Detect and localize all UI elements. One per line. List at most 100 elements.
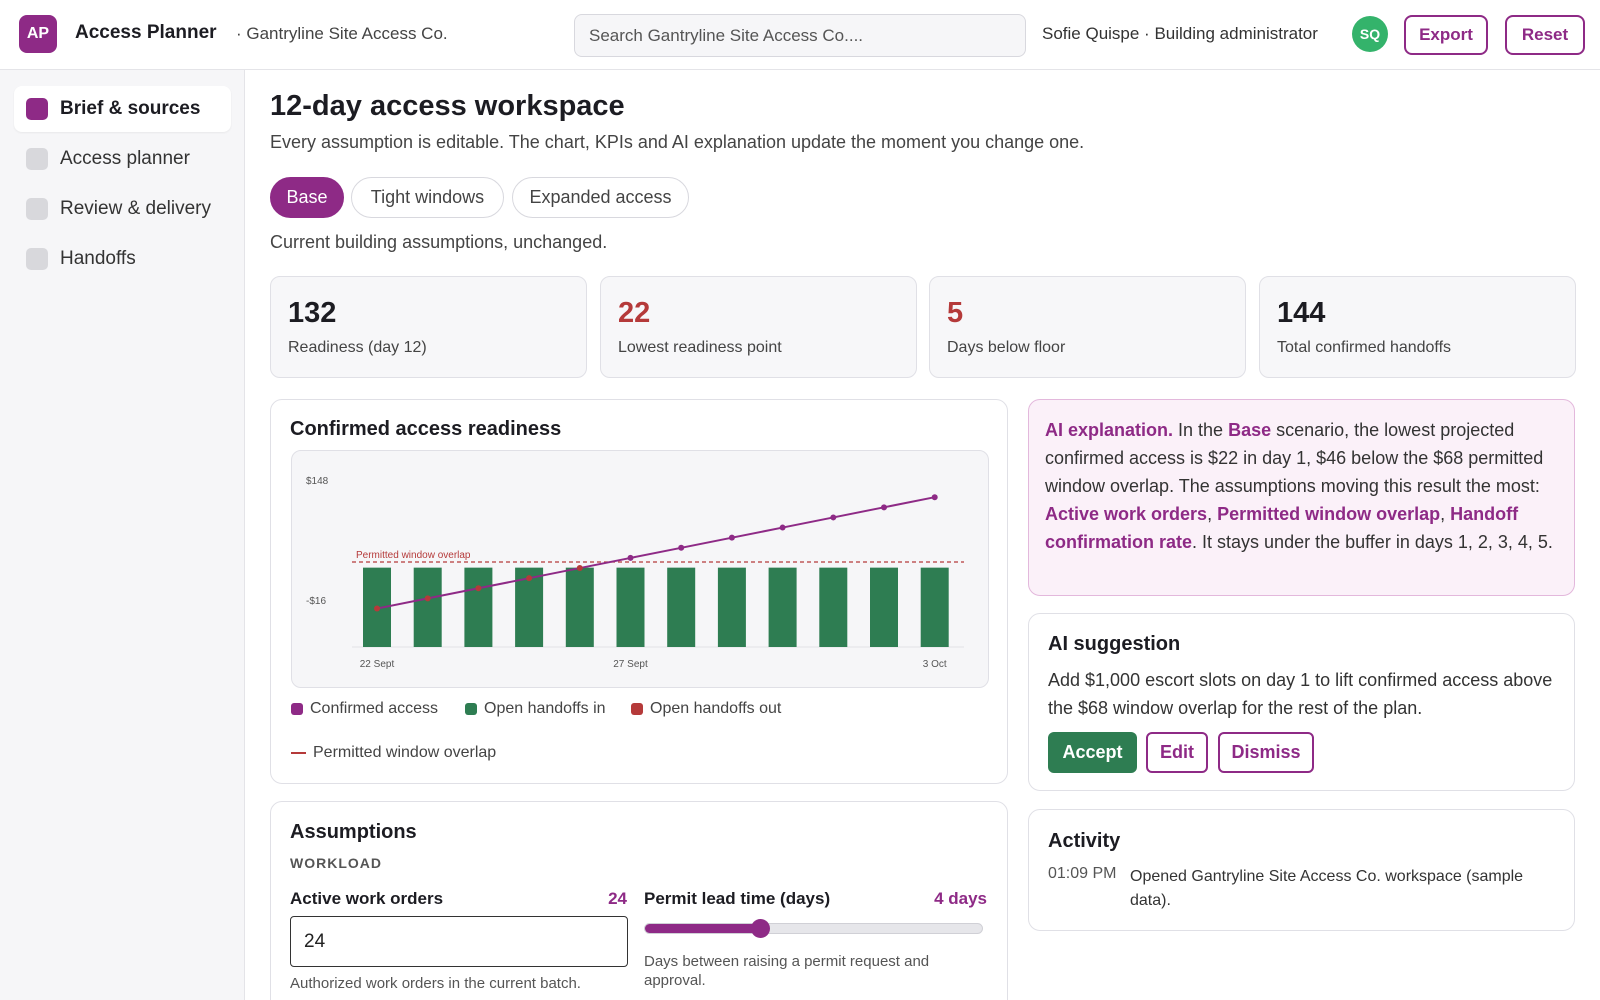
field-hint: Authorized work orders in the current ba…	[290, 975, 581, 992]
sidebar-item-handoffs[interactable]: Handoffs	[14, 236, 231, 282]
ai-explanation-separator: ,	[1207, 504, 1218, 524]
legend-label: Open handoffs in	[484, 700, 606, 717]
bar-open-handoffs-in	[616, 567, 645, 647]
sidebar: Brief & sources Access planner Review & …	[0, 70, 245, 1000]
ai-suggestion-card: AI suggestion Add $1,000 escort slots on…	[1028, 613, 1575, 791]
sidebar-item-access-planner[interactable]: Access planner	[14, 136, 231, 182]
org-name: · Gantryline Site Access Co.	[236, 24, 448, 43]
sidebar-item-label: Access planner	[60, 148, 190, 169]
bar-open-handoffs-in	[667, 567, 696, 647]
legend-swatch	[291, 703, 303, 715]
bar-open-handoffs-in	[413, 567, 442, 647]
ai-explanation-separator: ,	[1440, 504, 1451, 524]
permit-lead-slider[interactable]	[644, 919, 983, 938]
point-confirmed-access	[424, 595, 431, 602]
section-label: WORKLOAD	[290, 855, 382, 871]
bar-open-handoffs-in	[870, 567, 898, 647]
legend-line	[291, 752, 306, 754]
tab-base[interactable]: Base	[270, 177, 344, 218]
kpi-value: 144	[1277, 297, 1326, 329]
avatar[interactable]: SQ	[1352, 16, 1388, 52]
page-subtitle: Every assumption is editable. The chart,…	[270, 132, 1085, 152]
slider-thumb[interactable]	[750, 919, 770, 938]
section-square-icon	[26, 198, 48, 220]
point-confirmed-access	[931, 494, 938, 501]
ai-explanation-driver: Permitted window overlap	[1217, 504, 1441, 524]
reset-button[interactable]: Reset	[1505, 15, 1585, 55]
activity-card: Activity 01:09 PM Opened Gantryline Site…	[1028, 809, 1575, 931]
chart-card: Confirmed access readiness $148 -$16 Permi…	[270, 399, 1008, 784]
chart-title: Confirmed access readiness	[290, 418, 562, 440]
kpi-label: Lowest readiness point	[618, 339, 782, 356]
legend-swatch	[631, 703, 643, 715]
point-confirmed-access	[576, 565, 583, 572]
sidebar-item-label: Handoffs	[60, 248, 136, 269]
ai-explanation-driver: Handoff confirmation rate	[1045, 504, 1519, 552]
activity-text: Opened Gantryline Site Access Co. worksp…	[1130, 868, 1524, 909]
legend-swatch	[465, 703, 477, 715]
sidebar-item-label: Review & delivery	[60, 198, 211, 219]
dismiss-button[interactable]: Dismiss	[1218, 732, 1314, 773]
bar-open-handoffs-in	[768, 567, 797, 647]
scenario-description: Current building assumptions, unchanged.	[270, 232, 608, 252]
page-title: 12-day access workspace	[270, 90, 625, 122]
ai-suggestion-text: Add $1,000 escort slots on day 1 to lift…	[1048, 670, 1553, 718]
y-tick-label: -$16	[306, 596, 326, 607]
section-square-icon	[26, 248, 48, 270]
legend-item-confirmed-access: Confirmed access	[291, 700, 438, 718]
accept-button[interactable]: Accept	[1048, 732, 1137, 773]
point-confirmed-access	[830, 514, 837, 521]
ai-explanation-text: In the	[1173, 420, 1229, 440]
field-value: 24	[608, 889, 627, 908]
assumptions-title: Assumptions	[290, 821, 417, 843]
x-tick-label: 22 Sept	[360, 659, 395, 670]
app-logo: AP	[19, 15, 57, 53]
x-tick-label: 3 Oct	[923, 659, 947, 670]
export-button[interactable]: Export	[1404, 15, 1488, 55]
readiness-chart: $148 -$16 Permitted window overlap 22 Sept 2…	[306, 476, 964, 670]
sidebar-item-brief-sources[interactable]: Brief & sources	[14, 86, 231, 132]
kpi-value: 5	[947, 297, 964, 329]
tab-expanded-access[interactable]: Expanded access	[512, 177, 689, 218]
kpi-label: Readiness (day 12)	[288, 339, 427, 356]
kpi-card: 132 Readiness (day 12)	[270, 276, 587, 378]
point-confirmed-access	[779, 524, 786, 531]
edit-button[interactable]: Edit	[1146, 732, 1208, 773]
kpi-card: 22 Lowest readiness point	[600, 276, 917, 378]
work-orders-input[interactable]	[290, 916, 628, 967]
bar-open-handoffs-in	[565, 567, 594, 647]
kpi-value: 132	[288, 297, 337, 329]
legend-item-permitted-window-overlap: Permitted window overlap	[291, 744, 496, 762]
ai-explanation-driver: Active work orders	[1045, 504, 1208, 524]
kpi-card: 5 Days below floor	[929, 276, 1246, 378]
sidebar-item-review-delivery[interactable]: Review & delivery	[14, 186, 231, 232]
kpi-label: Total confirmed handoffs	[1277, 339, 1452, 356]
ai-explanation-heading: AI explanation.	[1045, 420, 1174, 440]
bar-open-handoffs-in	[819, 567, 848, 647]
top-bar: AP Access Planner · Gantryline Site Acce…	[0, 0, 1600, 70]
ai-explanation-text: . It stays under the buffer in days 1, 2…	[1192, 532, 1553, 552]
point-confirmed-access	[627, 554, 634, 561]
point-confirmed-access	[728, 534, 735, 541]
bar-open-handoffs-in	[464, 567, 493, 647]
ai-explanation-panel: AI explanation. In the Base scenario, th…	[1028, 399, 1575, 596]
app-title: Access Planner	[75, 22, 217, 43]
bar-open-handoffs-in	[717, 567, 746, 647]
legend-item-open-handoffs-out: Open handoffs out	[631, 700, 781, 718]
tab-tight-windows[interactable]: Tight windows	[351, 177, 504, 218]
section-square-icon	[26, 98, 48, 120]
kpi-value: 22	[618, 297, 651, 329]
user-name: Sofie Quispe · Building administrator	[1042, 24, 1318, 43]
chart-area: $148 -$16 Permitted window overlap 22 Sept 2…	[291, 450, 989, 688]
field-label: Active work orders	[290, 889, 444, 908]
field-label: Permit lead time (days)	[644, 889, 831, 908]
ai-explanation-text: scenario, the lowest projected confirmed…	[1045, 420, 1544, 496]
ai-suggestion-title: AI suggestion	[1048, 633, 1181, 655]
search-input[interactable]	[574, 14, 1026, 57]
legend-label: Confirmed access	[310, 700, 439, 717]
field-hint: Days between raising a permit request an…	[644, 953, 930, 989]
point-confirmed-access	[374, 605, 380, 612]
point-confirmed-access	[475, 585, 482, 592]
kpi-label: Days below floor	[947, 339, 1066, 356]
legend-label: Open handoffs out	[650, 700, 782, 717]
